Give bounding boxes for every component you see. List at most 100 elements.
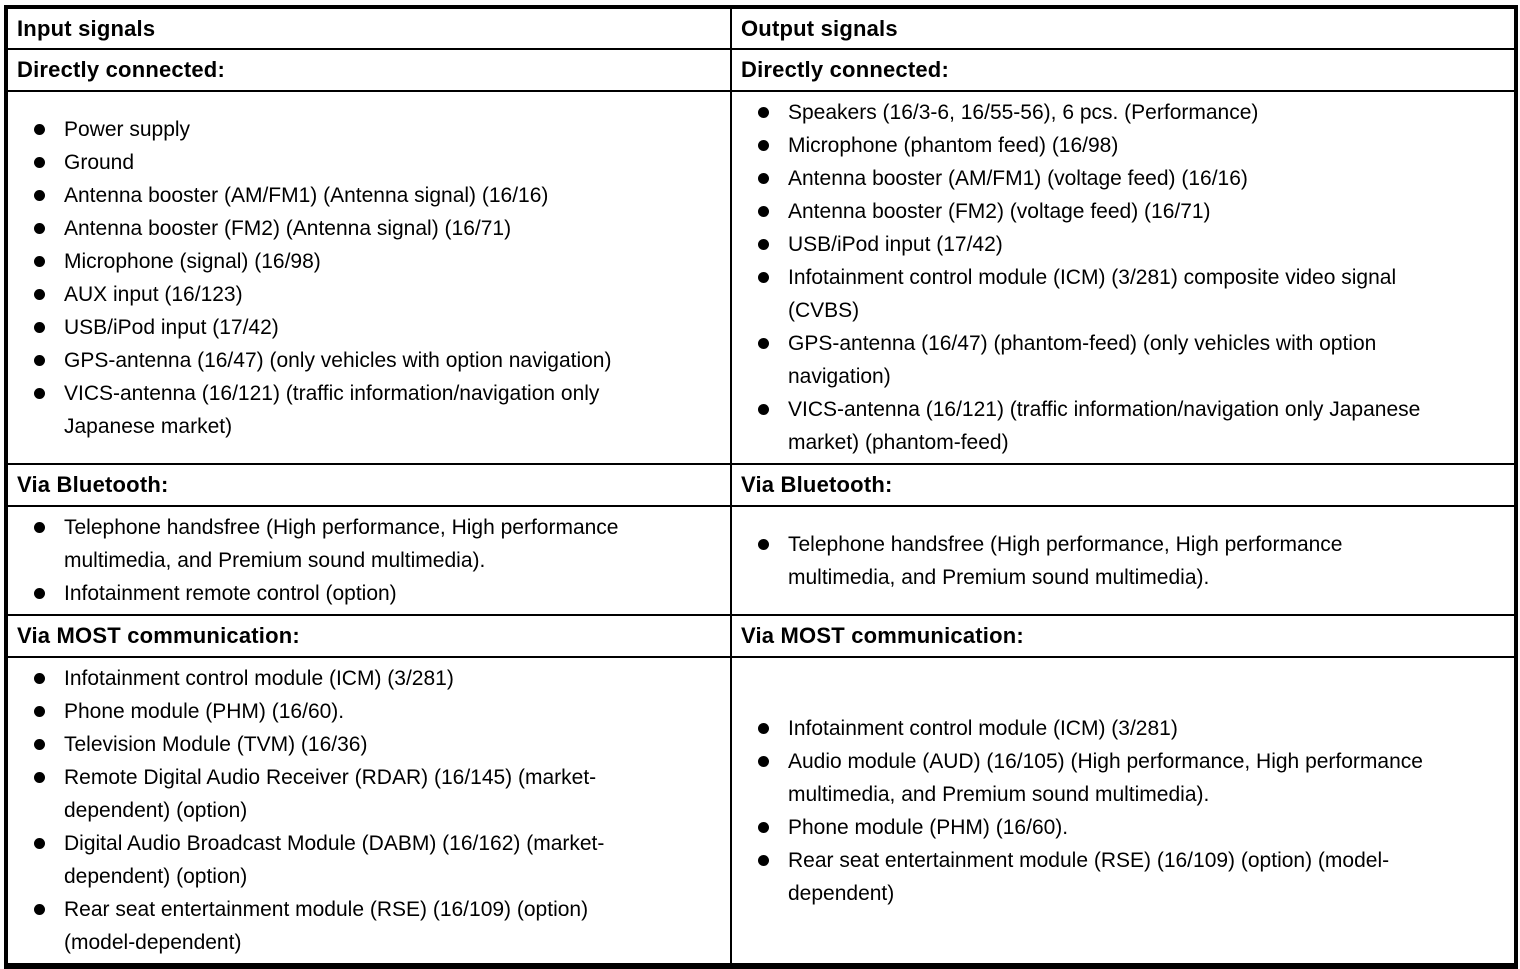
signals-table: Input signals Output signals Directly co… [4, 5, 1518, 969]
items-row-via-most: Infotainment control module (ICM) (3/281… [5, 656, 1517, 967]
output-directly-connected-list: Speakers (16/3-6, 16/55-56), 6 pcs. (Per… [732, 96, 1448, 459]
list-item: Antenna booster (AM/FM1) (Antenna signal… [34, 179, 664, 212]
list-item-text: GPS-antenna (16/47) (only vehicles with … [64, 348, 612, 372]
section-title-output-directly-connected: Directly connected: [730, 48, 1517, 92]
list-item-text: Remote Digital Audio Receiver (RDAR) (16… [64, 766, 597, 822]
bullet-icon [34, 739, 45, 750]
list-item-text: Rear seat entertainment module (RSE) (16… [64, 898, 589, 954]
list-item-text: Ground [64, 150, 135, 174]
cell-output-directly-connected: Speakers (16/3-6, 16/55-56), 6 pcs. (Per… [730, 90, 1517, 465]
list-item: Television Module (TVM) (16/36) [34, 728, 664, 761]
list-item-text: Audio module (AUD) (16/105) (High perfor… [788, 749, 1423, 806]
list-item: Infotainment control module (ICM) (3/281… [34, 662, 664, 695]
list-item-text: Infotainment control module (ICM) (3/281… [64, 667, 454, 690]
list-item: VICS-antenna (16/121) (traffic informati… [758, 393, 1448, 459]
bullet-icon [758, 722, 769, 734]
section-title-output-via-bluetooth: Via Bluetooth: [730, 463, 1517, 507]
bullet-icon [34, 838, 45, 849]
cell-output-via-bluetooth: Telephone handsfree (High performance, H… [730, 505, 1517, 616]
section-row-directly-connected: Directly connected: Directly connected: [5, 48, 1517, 92]
list-item-text: Infotainment control module (ICM) (3/281… [788, 716, 1178, 740]
section-row-via-bluetooth: Via Bluetooth: Via Bluetooth: [5, 463, 1517, 507]
bullet-icon [34, 706, 45, 717]
list-item: Speakers (16/3-6, 16/55-56), 6 pcs. (Per… [758, 96, 1448, 129]
list-item: Microphone (signal) (16/98) [34, 245, 664, 278]
list-item: Phone module (PHM) (16/60). [34, 695, 664, 728]
list-item-text: Speakers (16/3-6, 16/55-56), 6 pcs. (Per… [788, 101, 1259, 124]
bullet-icon [758, 173, 769, 184]
list-item: Antenna booster (FM2) (Antenna signal) (… [34, 212, 664, 245]
list-item-text: Antenna booster (FM2) (voltage feed) (16… [788, 200, 1211, 223]
list-item-text: GPS-antenna (16/47) (phantom-feed) (only… [788, 332, 1377, 388]
bullet-icon [34, 354, 45, 366]
column-header-input-signals: Input signals [5, 6, 732, 50]
bullet-icon [758, 538, 769, 550]
list-item: GPS-antenna (16/47) (phantom-feed) (only… [758, 327, 1448, 393]
items-row-directly-connected: Power supply Ground Antenna booster (AM/FM… [5, 90, 1517, 465]
bullet-icon [34, 588, 45, 599]
list-item: Infotainment remote control (option) [34, 577, 664, 610]
list-item-text: AUX input (16/123) [64, 282, 243, 306]
list-item-text: Digital Audio Broadcast Module (DABM) (1… [64, 832, 605, 888]
bullet-icon [34, 522, 45, 533]
list-item-text: VICS-antenna (16/121) (traffic informati… [788, 398, 1421, 454]
table-header-row: Input signals Output signals [5, 6, 1517, 50]
list-item: GPS-antenna (16/47) (only vehicles with … [34, 344, 664, 377]
bullet-icon [758, 107, 769, 118]
list-item: Telephone handsfree (High performance, H… [758, 528, 1448, 594]
bullet-icon [34, 673, 45, 684]
list-item-text: Microphone (phantom feed) (16/98) [788, 134, 1119, 157]
cell-output-via-most: Infotainment control module (ICM) (3/281… [730, 656, 1517, 967]
list-item-text: USB/iPod input (17/42) [788, 233, 1003, 256]
cell-input-via-bluetooth: Telephone handsfree (High performance, H… [5, 505, 732, 616]
list-item-text: Infotainment remote control (option) [64, 582, 397, 605]
list-item-text: Antenna booster (AM/FM1) (voltage feed) … [788, 167, 1248, 190]
bullet-icon [758, 755, 769, 767]
bullet-icon [34, 189, 45, 201]
cell-input-via-most: Infotainment control module (ICM) (3/281… [5, 656, 732, 967]
list-item: Rear seat entertainment module (RSE) (16… [758, 844, 1448, 910]
bullet-icon [758, 239, 769, 250]
list-item: Telephone handsfree (High performance, H… [34, 511, 664, 577]
list-item-text: Phone module (PHM) (16/60). [64, 700, 345, 723]
output-via-bluetooth-list: Telephone handsfree (High performance, H… [732, 528, 1448, 594]
items-row-via-bluetooth: Telephone handsfree (High performance, H… [5, 505, 1517, 616]
bullet-icon [34, 222, 45, 234]
list-item: Rear seat entertainment module (RSE) (16… [34, 893, 664, 959]
list-item-text: Antenna booster (AM/FM1) (Antenna signal… [64, 183, 549, 207]
section-title-input-via-most: Via MOST communication: [5, 614, 732, 658]
section-title-input-directly-connected: Directly connected: [5, 48, 732, 92]
input-directly-connected-list: Power supply Ground Antenna booster (AM/FM… [8, 113, 664, 443]
list-item-text: Power supply [64, 117, 191, 141]
bullet-icon [758, 272, 769, 283]
list-item-text: VICS-antenna (16/121) (traffic informati… [64, 381, 600, 438]
bullet-icon [758, 404, 769, 415]
bullet-icon [34, 288, 45, 300]
bullet-icon [758, 338, 769, 349]
list-item-text: Infotainment control module (ICM) (3/281… [788, 266, 1397, 322]
bullet-icon [34, 772, 45, 783]
list-item-text: Antenna booster (FM2) (Antenna signal) (… [64, 216, 512, 240]
list-item: Power supply [34, 113, 664, 146]
bullet-icon [34, 321, 45, 333]
list-item: AUX input (16/123) [34, 278, 664, 311]
bullet-icon [34, 904, 45, 915]
list-item: Infotainment control module (ICM) (3/281… [758, 261, 1448, 327]
list-item: Antenna booster (FM2) (voltage feed) (16… [758, 195, 1448, 228]
bullet-icon [34, 387, 45, 399]
list-item-text: Phone module (PHM) (16/60). [788, 815, 1069, 839]
bullet-icon [34, 123, 45, 135]
bullet-icon [758, 206, 769, 217]
bullet-icon [758, 821, 769, 833]
cell-input-directly-connected: Power supply Ground Antenna booster (AM/FM… [5, 90, 732, 465]
list-item: VICS-antenna (16/121) (traffic informati… [34, 377, 664, 443]
bullet-icon [34, 255, 45, 267]
list-item: Audio module (AUD) (16/105) (High perfor… [758, 745, 1448, 811]
list-item: Digital Audio Broadcast Module (DABM) (1… [34, 827, 664, 893]
list-item: Ground [34, 146, 664, 179]
list-item: Remote Digital Audio Receiver (RDAR) (16… [34, 761, 664, 827]
list-item: Antenna booster (AM/FM1) (voltage feed) … [758, 162, 1448, 195]
column-header-output-signals: Output signals [730, 6, 1517, 50]
section-title-input-via-bluetooth: Via Bluetooth: [5, 463, 732, 507]
list-item: Microphone (phantom feed) (16/98) [758, 129, 1448, 162]
